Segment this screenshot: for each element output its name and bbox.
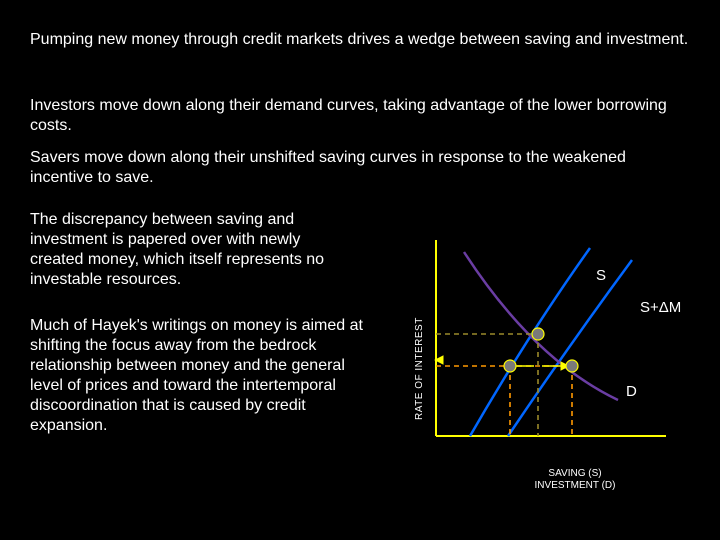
paragraph-4: The discrepancy between saving and inves… (30, 210, 345, 290)
slide: Pumping new money through credit markets… (0, 0, 720, 540)
d-label: D (626, 383, 637, 400)
y-axis-label: RATE OF INTEREST (414, 317, 425, 420)
d-curve (464, 252, 618, 400)
marker-saving-at-low-rate (504, 360, 516, 372)
s-plus-dm-curve (508, 260, 632, 436)
paragraph-3: Savers move down along their unshifted s… (30, 148, 690, 188)
paragraph-5: Much of Hayek's writings on money is aim… (30, 316, 370, 436)
marker-artificial-eq (566, 360, 578, 372)
x-axis-label: SAVING (S) INVESTMENT (D) (510, 468, 640, 492)
x-axis-label-line1: SAVING (S) (548, 468, 601, 479)
s-plus-dm-label: S+ΔM (640, 299, 681, 316)
paragraph-2: Investors move down along their demand c… (30, 96, 690, 136)
chart-svg: S S+ΔM D (400, 232, 700, 462)
loanable-funds-chart: RATE OF INTEREST (400, 232, 700, 512)
paragraph-1: Pumping new money through credit markets… (30, 30, 690, 50)
marker-natural-eq (532, 328, 544, 340)
x-axis-label-line2: INVESTMENT (D) (535, 480, 616, 491)
s-label: S (596, 267, 606, 284)
